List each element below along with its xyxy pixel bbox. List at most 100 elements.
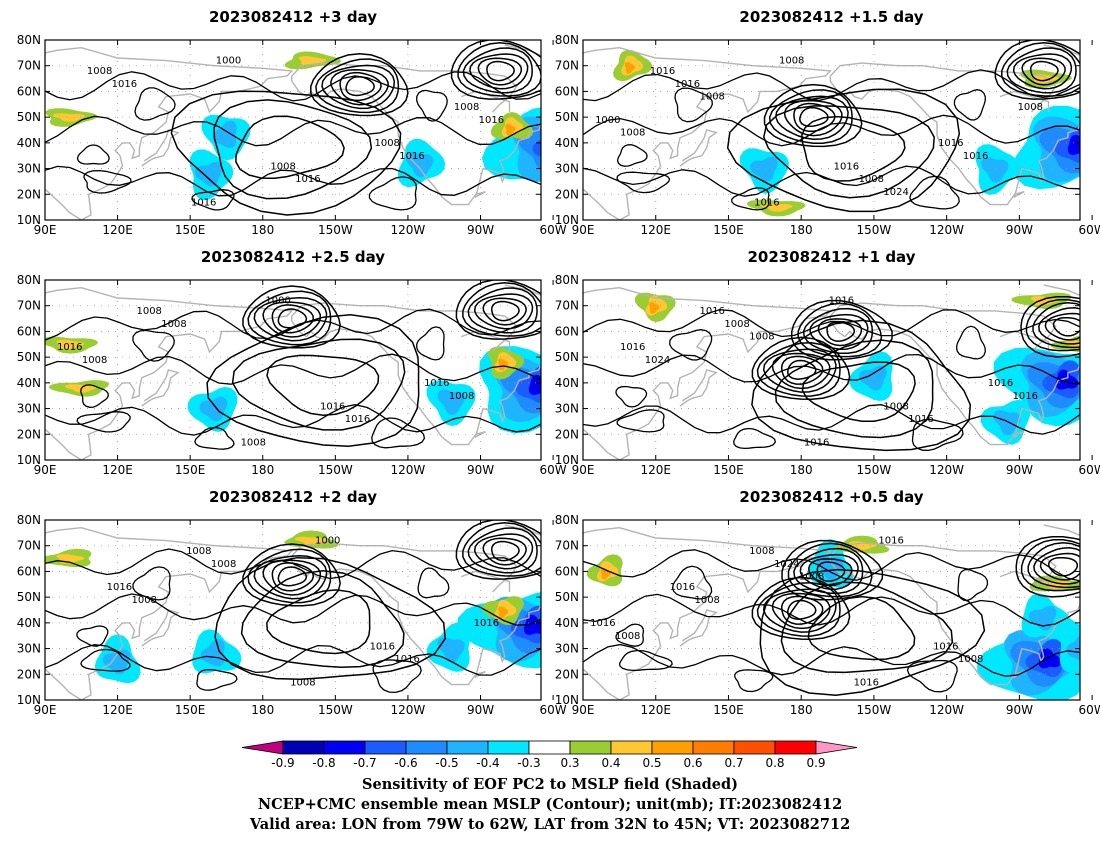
panel-title: 2023082412 +1.5 day [739,8,923,26]
contour-label: 1016 [399,151,424,162]
colorbar-label: 0.5 [642,756,661,770]
mslp-contour [490,540,520,562]
mslp-contour [486,60,515,82]
lat-tick-label: 80N [555,33,579,47]
mslp-contour [955,325,986,360]
lat-tick-label: 10N [555,213,579,227]
contour-label: 1016 [699,306,724,317]
contour-label: 1016 [650,66,675,77]
lat-tick-label: 20N [555,187,579,201]
mslp-contour [416,89,448,122]
mslp-contour [455,520,541,580]
contour-label: 1008 [270,162,295,173]
mslp-contour [616,409,665,433]
mslp-contour [771,352,831,390]
shade-negative-0.4 [437,637,465,663]
mslp-contour [1033,547,1080,585]
mslp-contour [83,169,132,194]
lat-tick-label: 50N [555,350,579,364]
contour-label: 1016 [754,198,779,209]
contour-label: 1008 [699,91,724,102]
panel-frame [44,39,542,221]
shade-positive-0.5 [649,302,660,314]
mslp-contour [763,105,935,199]
contour-label: 1008 [694,595,719,606]
mslp-contour [674,87,713,123]
mslp-contour [1020,538,1080,592]
lat-tick-label: 30N [555,642,579,656]
shade-negative-0.4 [199,396,228,422]
shade-positive-0.4 [1031,74,1059,84]
coastline [45,286,294,460]
mslp-contour [45,593,541,626]
mslp-contour [1020,295,1080,358]
mslp-contour [583,593,1080,627]
colorbar-left-triangle [241,740,284,755]
lat-tick-label: 50N [555,590,579,604]
lat-tick-label: 10N [17,453,41,467]
mslp-contour [1012,53,1073,90]
lat-tick-label: 60N [17,324,41,338]
mslp-contour [1027,542,1080,589]
lon-tick-label: 150E [713,223,744,237]
coastline [291,302,518,353]
mslp-contour [482,537,527,566]
lat-tick-label: 70N [555,59,579,73]
mslp-contour [734,669,774,693]
contour-label: 1000 [315,535,340,546]
shade-negative-0.7 [1067,134,1080,155]
colorbar-label: -0.6 [394,756,417,770]
mslp-contour [615,385,648,408]
mslp-contour [266,589,371,655]
lon-tick-label: 90E [34,463,57,477]
coastline [844,568,1080,686]
contour-label: 1016 [620,342,645,353]
mslp-contour [799,553,859,591]
panel-title: 2023082412 +2 day [209,488,377,506]
colorbar-segment [528,740,571,755]
mslp-contour [616,144,648,167]
mslp-contour [462,47,533,94]
contour-label: 1016 [345,414,370,425]
lon-tick-label: 90W [1006,703,1033,717]
mslp-contour [762,348,837,393]
lat-tick-label: 80N [555,513,579,527]
contour-label: 1016 [107,582,132,593]
map-background [45,280,541,460]
coastline [679,609,718,647]
mslp-contour [321,64,396,110]
contour-label: 1008 [749,331,774,342]
mslp-contour [450,40,541,100]
colorbar-label: -0.5 [435,756,458,770]
lat-tick-label: 80N [555,273,579,287]
mslp-contour [762,588,837,633]
mslp-contour [616,171,671,194]
mslp-contour [826,321,856,342]
mslp-contour [477,57,523,86]
map-panel: 1008101610161008101610081016100810002023… [17,488,567,717]
panel-title: 2023082412 +3 day [209,8,377,26]
contour-label: 1000 [265,295,290,306]
contour-label: 1016 [908,414,933,425]
lat-tick-label: 20N [555,667,579,681]
colorbar-segment [651,740,694,755]
contour-label: 1008 [620,127,645,138]
mslp-contour [462,522,541,577]
mslp-contour [751,576,851,641]
contour-label: 1016 [834,162,859,173]
contour-label: 1008 [82,355,107,366]
colorbar-segment [487,740,530,755]
lat-tick-label: 50N [17,350,41,364]
shade-negative-0.4 [194,161,223,187]
contour-label: 1016 [670,582,695,593]
mslp-contour [1039,552,1080,581]
mslp-contour [786,359,817,380]
colorbar-segment [364,740,407,755]
shade-negative-0.7 [1055,369,1079,390]
caption-line-1: Sensitivity of EOF PC2 to MSLP field (Sh… [362,776,738,793]
mslp-contour [330,69,389,106]
mslp-contour [756,341,841,397]
contour-label: 1016 [878,535,903,546]
mslp-contour [1025,298,1080,352]
panel-title: 2023082412 +2.5 day [201,248,385,266]
